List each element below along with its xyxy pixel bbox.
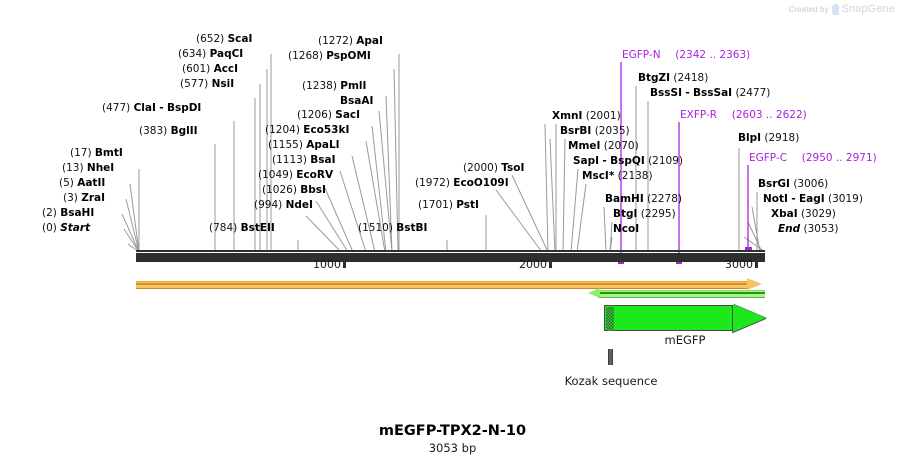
site-label-ncoI[interactable]: NcoI (613, 223, 640, 235)
kozak-sequence-label: Kozak sequence (564, 374, 658, 388)
site-label-aatII[interactable]: (5) AatII (59, 177, 106, 189)
primer-label-egfp-n[interactable]: EGFP-N (2342 .. 2363) (622, 49, 751, 61)
site-label-bglII[interactable]: (383) BglII (139, 125, 198, 137)
reverse-arrow-centerline (598, 292, 765, 294)
vector-arrow-body (136, 281, 749, 289)
site-label-notI-eagI[interactable]: NotI - EagI (3019) (763, 193, 863, 205)
plasmid-size-label: 3053 bp (428, 441, 477, 455)
kozak-sequence-marker[interactable] (608, 349, 613, 365)
reverse-feature-arrow[interactable] (588, 288, 765, 298)
reverse-arrow-body (598, 290, 765, 298)
site-label-xmnI[interactable]: XmnI (2001) (552, 110, 621, 122)
plasmid-name-title: mEGFP-TPX2-N-10 (378, 423, 527, 439)
site-label-bssSI-bssSaI[interactable]: BssSI - BssSaI (2477) (650, 87, 771, 99)
watermark-created-by-text: Created by (788, 4, 829, 14)
site-label-accI[interactable]: (601) AccI (182, 63, 239, 75)
megfp-start-hatch (606, 307, 614, 331)
megfp-feature-label: mEGFP (664, 333, 706, 347)
site-label-apaLI[interactable]: (1155) ApaLI (268, 139, 340, 151)
site-label-paqCI[interactable]: (634) PaqCI (178, 48, 244, 60)
site-label-end[interactable]: End (3053) (778, 223, 839, 235)
site-label-sacI[interactable]: (1206) SacI (297, 109, 361, 121)
snapgene-logo-icon (831, 3, 839, 15)
site-label-mscI[interactable]: MscI* (2138) (582, 170, 653, 182)
site-label-eco53kI[interactable]: (1204) Eco53kI (265, 124, 350, 136)
primer-label-egfp-c[interactable]: EGFP-C (2950 .. 2971) (749, 152, 877, 164)
site-label-blpI[interactable]: BlpI (2918) (738, 132, 800, 144)
site-label-bamHI[interactable]: BamHI (2278) (605, 193, 682, 205)
site-label-pstI[interactable]: (1701) PstI (418, 199, 479, 211)
primer-label-exfp-r[interactable]: EXFP-R (2603 .. 2622) (680, 109, 807, 121)
megfp-arrow-body (604, 305, 734, 331)
vector-arrow-head (747, 278, 762, 290)
site-label-zraI[interactable]: (3) ZraI (63, 192, 106, 204)
site-label-nsiI[interactable]: (577) NsiI (180, 78, 235, 90)
ruler-tick-2000 (549, 258, 552, 268)
site-label-btgI[interactable]: BtgI (2295) (613, 208, 676, 220)
site-label-start[interactable]: (0) Start (42, 222, 91, 234)
site-label-pmlI[interactable]: (1238) PmlI (302, 80, 367, 92)
ruler-tick-1000 (343, 258, 346, 268)
ruler-tick-3000 (755, 258, 758, 268)
site-label-apaI[interactable]: (1272) ApaI (318, 35, 383, 47)
site-label-sapI-bspQI[interactable]: SapI - BspQI (2109) (573, 155, 683, 167)
site-label-bsaI[interactable]: (1113) BsaI (272, 154, 336, 166)
site-label-bbsI[interactable]: (1026) BbsI (262, 184, 326, 196)
site-label-bstEII[interactable]: (784) BstEII (209, 222, 275, 234)
site-label-ndeI[interactable]: (994) NdeI (254, 199, 313, 211)
snapgene-watermark: Created by SnapGene (788, 3, 895, 15)
site-label-mmeI[interactable]: MmeI (2070) (568, 140, 639, 152)
site-label-bsrGI[interactable]: BsrGI (3006) (758, 178, 829, 190)
ruler-tick-label-3000: 3000 (725, 258, 753, 271)
vector-arrow-centerline (136, 283, 749, 285)
site-label-bsrBI[interactable]: BsrBI (2035) (560, 125, 630, 137)
site-label-bstBI[interactable]: (1510) BstBI (358, 222, 428, 234)
sequence-backbone-thin-line (136, 250, 765, 252)
site-label-tsoI[interactable]: (2000) TsoI (463, 162, 525, 174)
site-label-pspOMI[interactable]: (1268) PspOMI (288, 50, 371, 62)
site-label-ecoRV[interactable]: (1049) EcoRV (258, 169, 334, 181)
site-label-claI-bspDI[interactable]: (477) ClaI - BspDI (102, 102, 202, 114)
site-label-btgZI[interactable]: BtgZI (2418) (638, 72, 709, 84)
watermark-brand-text: SnapGene (841, 3, 895, 15)
site-label-nheI[interactable]: (13) NheI (62, 162, 115, 174)
megfp-cds-arrow[interactable] (604, 304, 766, 332)
site-label-bmtI[interactable]: (17) BmtI (70, 147, 123, 159)
reverse-arrow-head (588, 288, 600, 298)
sequence-backbone[interactable] (136, 253, 765, 262)
site-label-ecoO109I[interactable]: (1972) EcoO109I (415, 177, 509, 189)
vector-backbone-arrow[interactable] (136, 278, 765, 290)
site-label-xbaI[interactable]: XbaI (3029) (771, 208, 836, 220)
ruler-tick-label-1000: 1000 (313, 258, 341, 271)
site-label-bsaAI[interactable]: BsaAI (340, 95, 374, 107)
megfp-arrow-head (733, 304, 766, 332)
site-label-scaI[interactable]: (652) ScaI (196, 33, 253, 45)
site-label-bsaHI[interactable]: (2) BsaHI (42, 207, 95, 219)
ruler-tick-label-2000: 2000 (519, 258, 547, 271)
